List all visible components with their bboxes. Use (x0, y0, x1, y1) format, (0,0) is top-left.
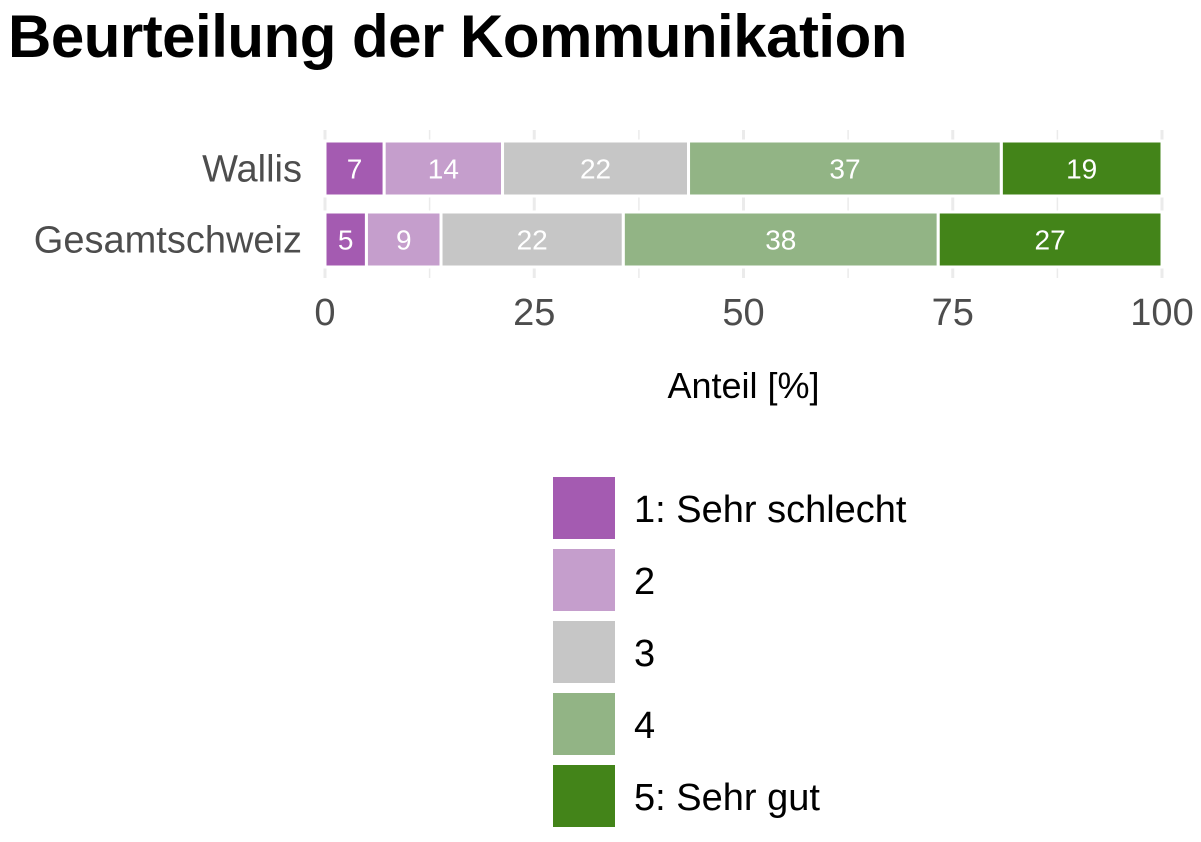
data-label: 5 (338, 225, 354, 256)
legend-swatch (553, 549, 615, 611)
category-label: Gesamtschweiz (34, 220, 302, 262)
data-label: 22 (580, 154, 611, 185)
legend-label: 5: Sehr gut (634, 777, 820, 819)
legend-label: 3 (634, 633, 655, 675)
data-label: 7 (347, 154, 363, 185)
x-tick-label: 25 (513, 292, 555, 334)
x-tick-label: 0 (314, 292, 335, 334)
legend-swatch (553, 693, 615, 755)
bar-segment (501, 139, 691, 198)
legend-label: 2 (634, 561, 655, 603)
bar-segment (936, 210, 1164, 269)
data-label: 22 (517, 225, 548, 256)
data-label: 27 (1035, 225, 1066, 256)
bar-segment (687, 139, 1003, 198)
data-label: 37 (829, 154, 860, 185)
data-label: 9 (396, 225, 412, 256)
data-label: 38 (765, 225, 796, 256)
chart-title: Beurteilung der Kommunikation (8, 3, 907, 70)
data-label: 14 (428, 154, 459, 185)
bar-segment (621, 210, 940, 269)
x-axis-label: Anteil [%] (667, 365, 819, 406)
legend-label: 4 (634, 705, 655, 747)
legend-swatch (553, 621, 615, 683)
category-label: Wallis (202, 149, 302, 191)
x-tick-label: 100 (1130, 292, 1193, 334)
legend-swatch (553, 765, 615, 827)
x-tick-label: 75 (932, 292, 974, 334)
bar-segment (382, 139, 505, 198)
bar-segment (323, 139, 386, 198)
bar-segment (999, 139, 1164, 198)
legend-label: 1: Sehr schlecht (634, 489, 907, 531)
bar-segment (364, 210, 443, 269)
x-tick-label: 50 (722, 292, 764, 334)
legend-swatch (553, 477, 615, 539)
data-label: 19 (1066, 154, 1097, 185)
